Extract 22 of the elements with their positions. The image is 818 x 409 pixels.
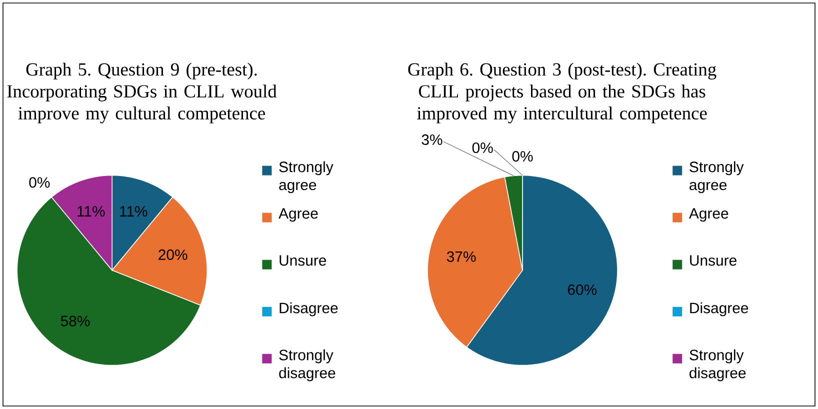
- legend-label: Disagree: [690, 302, 748, 316]
- legend-label: Unsure: [690, 255, 736, 266]
- data-label: 11%: [120, 206, 148, 217]
- legend-label: Agree: [278, 208, 318, 222]
- data-label: 3%: [422, 134, 442, 145]
- legend-label: Strongly disagree: [690, 349, 746, 382]
- data-label: 37%: [446, 251, 476, 262]
- data-label: 11%: [78, 206, 105, 217]
- legend-label: Strongly disagree: [279, 349, 336, 382]
- data-label: 60%: [568, 284, 597, 295]
- legend-label: Strongly agree: [690, 161, 744, 194]
- data-label: 58%: [60, 316, 90, 326]
- legend-label: Strongly agree: [279, 161, 334, 194]
- text: 0%: [512, 151, 533, 162]
- text: 0%: [472, 142, 493, 154]
- legend-label: Unsure: [280, 255, 326, 266]
- legend-label: Agree: [688, 208, 728, 222]
- chart-title: Graph 6. Question 3 (post-test). Creating CLIL projects based on the SDGs has improved my intercultural competence: [408, 62, 716, 124]
- legend-label: Disagree: [280, 302, 338, 316]
- chart-title: Graph 5. Question 9 (pre-test). Incorporating SDGs in CLIL would improve my cultural competence: [7, 62, 277, 124]
- data-label: 20%: [158, 249, 188, 260]
- text: 0%: [29, 177, 50, 188]
